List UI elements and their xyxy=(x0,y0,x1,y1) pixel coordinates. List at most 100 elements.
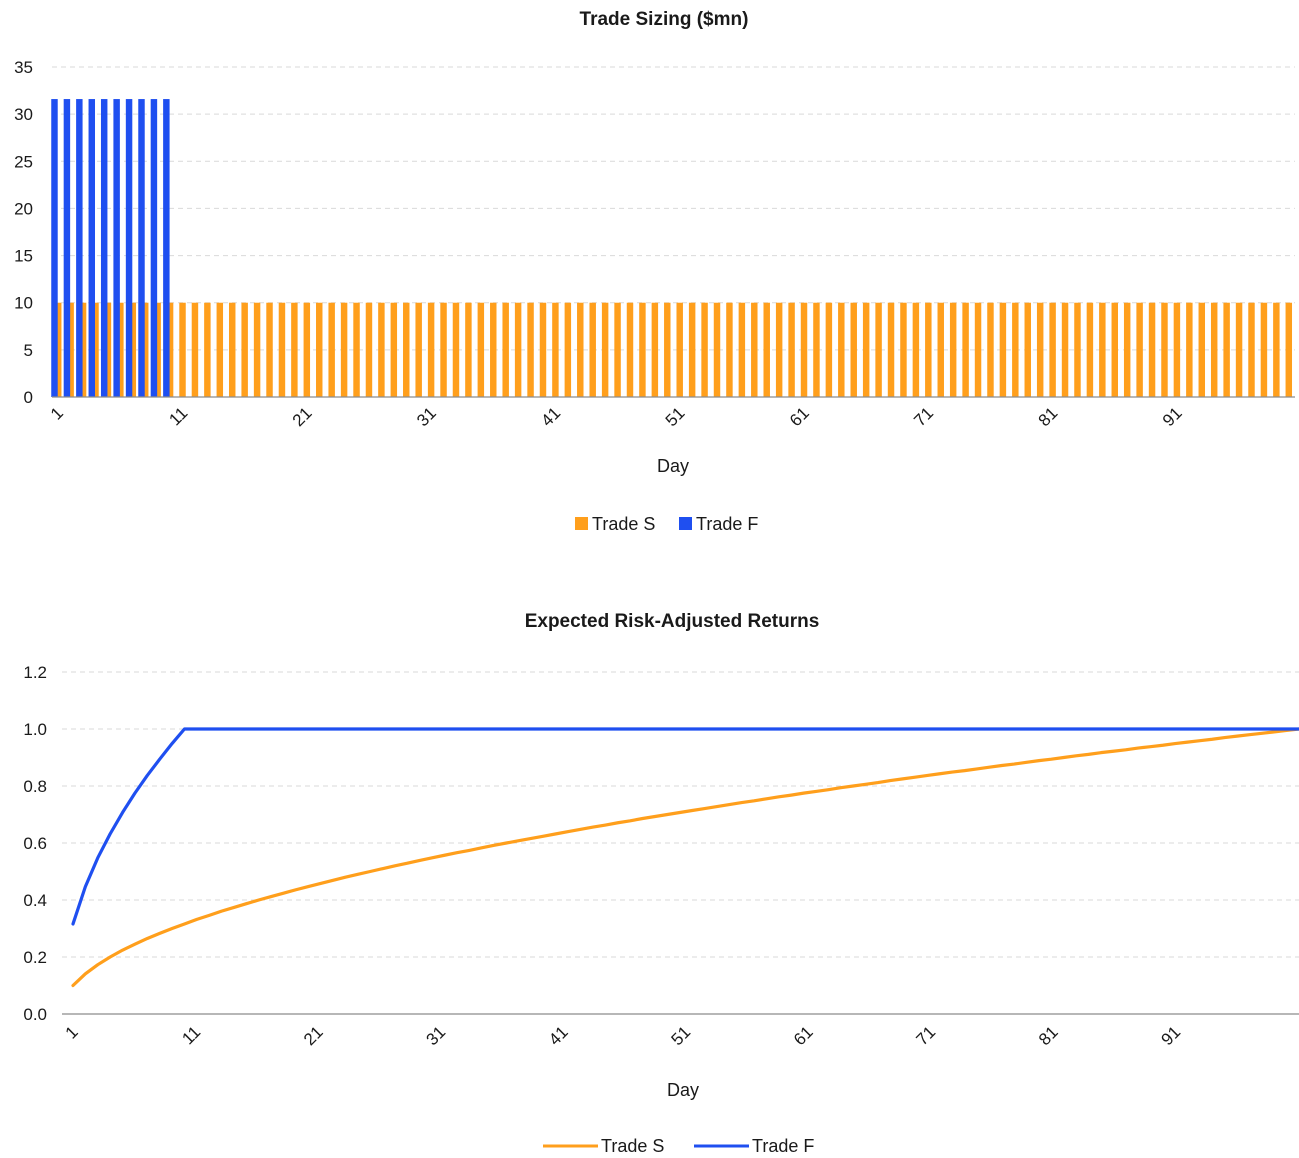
y-tick-label: 1.2 xyxy=(23,663,47,682)
bar-trade-s xyxy=(850,302,857,397)
bar-trade-s xyxy=(1273,302,1280,397)
x-tick-label: 51 xyxy=(662,403,689,430)
bar-trade-s xyxy=(651,302,659,397)
bar-trade-s xyxy=(825,302,833,397)
bar-trade-s xyxy=(266,302,273,397)
bar-trade-s xyxy=(1123,302,1131,397)
x-tick-label: 61 xyxy=(790,1022,817,1049)
bar-trade-s xyxy=(639,302,646,397)
bar-trade-s xyxy=(241,302,248,397)
bar-trade-s xyxy=(117,302,124,397)
bar-trade-s xyxy=(179,302,186,397)
bar-trade-s xyxy=(912,302,920,397)
bar-trade-s xyxy=(875,302,882,397)
bar-trade-s xyxy=(502,302,509,397)
bar-trade-s xyxy=(738,302,746,397)
bar-trade-s xyxy=(204,302,211,397)
x-tick-label: 31 xyxy=(423,1022,450,1049)
bar-trade-f xyxy=(63,99,71,398)
chart-title: Expected Risk-Adjusted Returns xyxy=(525,611,820,632)
legend: Trade S Trade F xyxy=(575,514,758,534)
bar-trade-s xyxy=(316,302,323,397)
bar-trade-s xyxy=(452,302,460,397)
bar-trade-f xyxy=(76,99,83,398)
bar-trade-s xyxy=(626,302,634,397)
bar-trade-s xyxy=(987,302,994,397)
y-tick-label: 0.4 xyxy=(23,891,47,910)
y-tick-label: 20 xyxy=(14,199,33,218)
bar-trade-s xyxy=(1260,302,1268,397)
bar-trade-s xyxy=(166,302,174,397)
legend-swatch-trade-s xyxy=(575,517,588,530)
legend-label-trade-s: Trade S xyxy=(601,1136,664,1156)
x-tick-label: 81 xyxy=(1035,1022,1062,1049)
x-tick-label: 91 xyxy=(1159,403,1186,430)
bar-trade-s xyxy=(925,302,932,397)
y-tick-label: 10 xyxy=(14,294,33,313)
bar-trade-s xyxy=(465,302,472,397)
x-tick-label: 81 xyxy=(1035,403,1062,430)
bar-trade-s xyxy=(291,302,298,397)
x-tick-label: 1 xyxy=(62,1022,82,1042)
bar-trade-s xyxy=(1285,302,1293,397)
bar-trade-s xyxy=(775,302,783,397)
bar-trade-s xyxy=(1186,302,1193,397)
bar-trade-s xyxy=(887,302,895,397)
y-tick-label: 25 xyxy=(14,152,33,171)
x-tick-label: 31 xyxy=(413,403,440,430)
x-tick-label: 11 xyxy=(165,403,191,429)
x-axis-label: Day xyxy=(657,456,689,476)
bar-trade-s xyxy=(1086,302,1094,397)
bar-trade-s xyxy=(962,302,969,397)
bar-trade-s xyxy=(54,302,62,397)
bar-trade-s xyxy=(539,302,547,397)
bar-trade-s xyxy=(974,302,982,397)
bar-trade-s xyxy=(564,302,572,397)
y-tick-label: 0.2 xyxy=(23,948,47,967)
series-line-trade-f xyxy=(71,727,1299,926)
legend-label-trade-f: Trade F xyxy=(696,514,758,534)
y-tick-label: 15 xyxy=(14,247,33,266)
y-tick-label: 1.0 xyxy=(23,720,47,739)
bar-trade-s xyxy=(900,302,907,397)
bar-trade-s xyxy=(477,302,485,397)
bar-trade-f xyxy=(88,99,96,398)
bar-trade-s xyxy=(490,302,497,397)
y-tick-label: 0.0 xyxy=(23,1005,47,1024)
bar-trade-s xyxy=(601,302,609,397)
bar-trade-f xyxy=(51,99,58,398)
x-axis-label: Day xyxy=(667,1080,699,1100)
bar-trade-s xyxy=(838,302,845,397)
x-tick-label: 21 xyxy=(289,403,316,430)
y-tick-label: 35 xyxy=(14,58,33,77)
x-tick-label: 1 xyxy=(47,403,67,423)
bar-trade-s xyxy=(1136,302,1143,397)
bar-trade-f xyxy=(100,99,108,398)
bar-trade-s xyxy=(1161,302,1168,397)
bar-trade-s xyxy=(751,302,758,397)
bar-trade-s xyxy=(1036,302,1044,397)
bar-trade-s xyxy=(353,302,360,397)
bar-trade-f xyxy=(150,99,158,398)
bar-trade-s xyxy=(726,302,733,397)
bar-trade-f xyxy=(163,99,170,398)
bar-trade-s xyxy=(440,302,447,397)
bar-trade-f xyxy=(113,99,120,398)
bar-trade-s xyxy=(378,302,385,397)
bar-trade-f xyxy=(138,99,145,398)
bar-trade-s xyxy=(1012,302,1019,397)
bar-trade-s xyxy=(191,302,199,397)
bar-trade-s xyxy=(813,302,820,397)
bar-trade-s xyxy=(403,302,410,397)
legend-label-trade-f: Trade F xyxy=(752,1136,814,1156)
bar-trade-s xyxy=(328,302,335,397)
bar-trade-s xyxy=(664,302,671,397)
bar-trade-s xyxy=(862,302,870,397)
bar-trade-s xyxy=(577,302,584,397)
bar-trade-s xyxy=(999,302,1007,397)
bar-trade-s xyxy=(1099,302,1106,397)
y-tick-label: 30 xyxy=(14,105,33,124)
bar-trade-s xyxy=(278,302,286,397)
bar-trade-s xyxy=(390,302,398,397)
